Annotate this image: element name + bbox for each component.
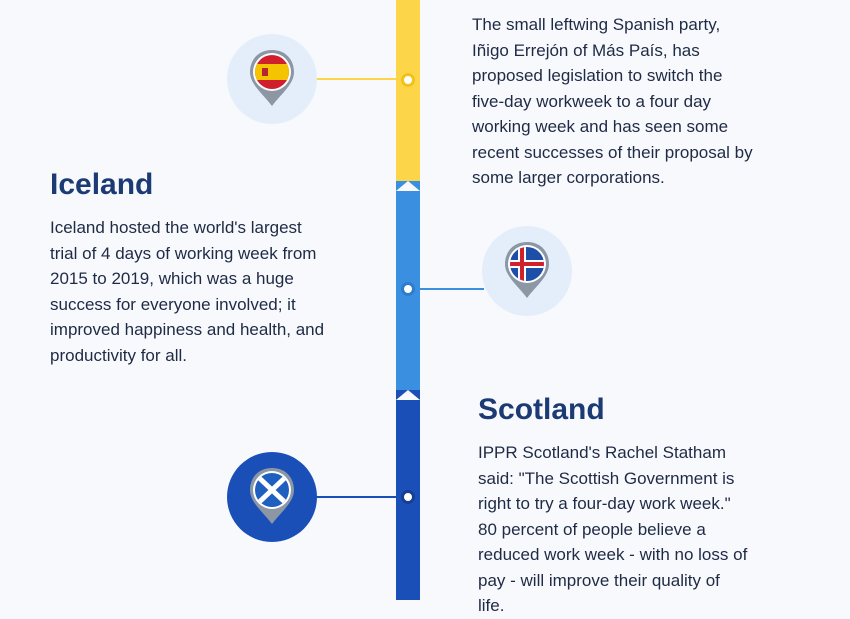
spain-description: The small leftwing Spanish party, Iñigo … — [472, 15, 753, 187]
timeline-segment-spain — [396, 0, 420, 190]
iceland-badge — [482, 226, 572, 316]
connector-line-spain — [316, 78, 400, 80]
connector-line-scotland — [314, 496, 402, 498]
spain-flag-pin-icon — [250, 50, 294, 106]
timeline-node-scotland — [401, 490, 415, 504]
segment-chevron — [396, 390, 420, 400]
connector-line-iceland — [414, 288, 484, 290]
segment-chevron — [396, 181, 420, 191]
scotland-badge — [227, 452, 317, 542]
scotland-flag-pin-icon — [250, 468, 294, 524]
iceland-flag-pin-icon — [505, 242, 549, 298]
iceland-title: Iceland — [50, 168, 154, 201]
scotland-description: IPPR Scotland's Rachel Statham said: "Th… — [478, 443, 748, 615]
scotland-title: Scotland — [478, 393, 605, 426]
timeline-node-iceland — [401, 282, 415, 296]
spain-badge — [227, 34, 317, 124]
timeline: The small leftwing Spanish party, Iñigo … — [50, 0, 753, 615]
iceland-description: Iceland hosted the world's largest trial… — [50, 218, 325, 365]
timeline-node-spain — [401, 73, 415, 87]
